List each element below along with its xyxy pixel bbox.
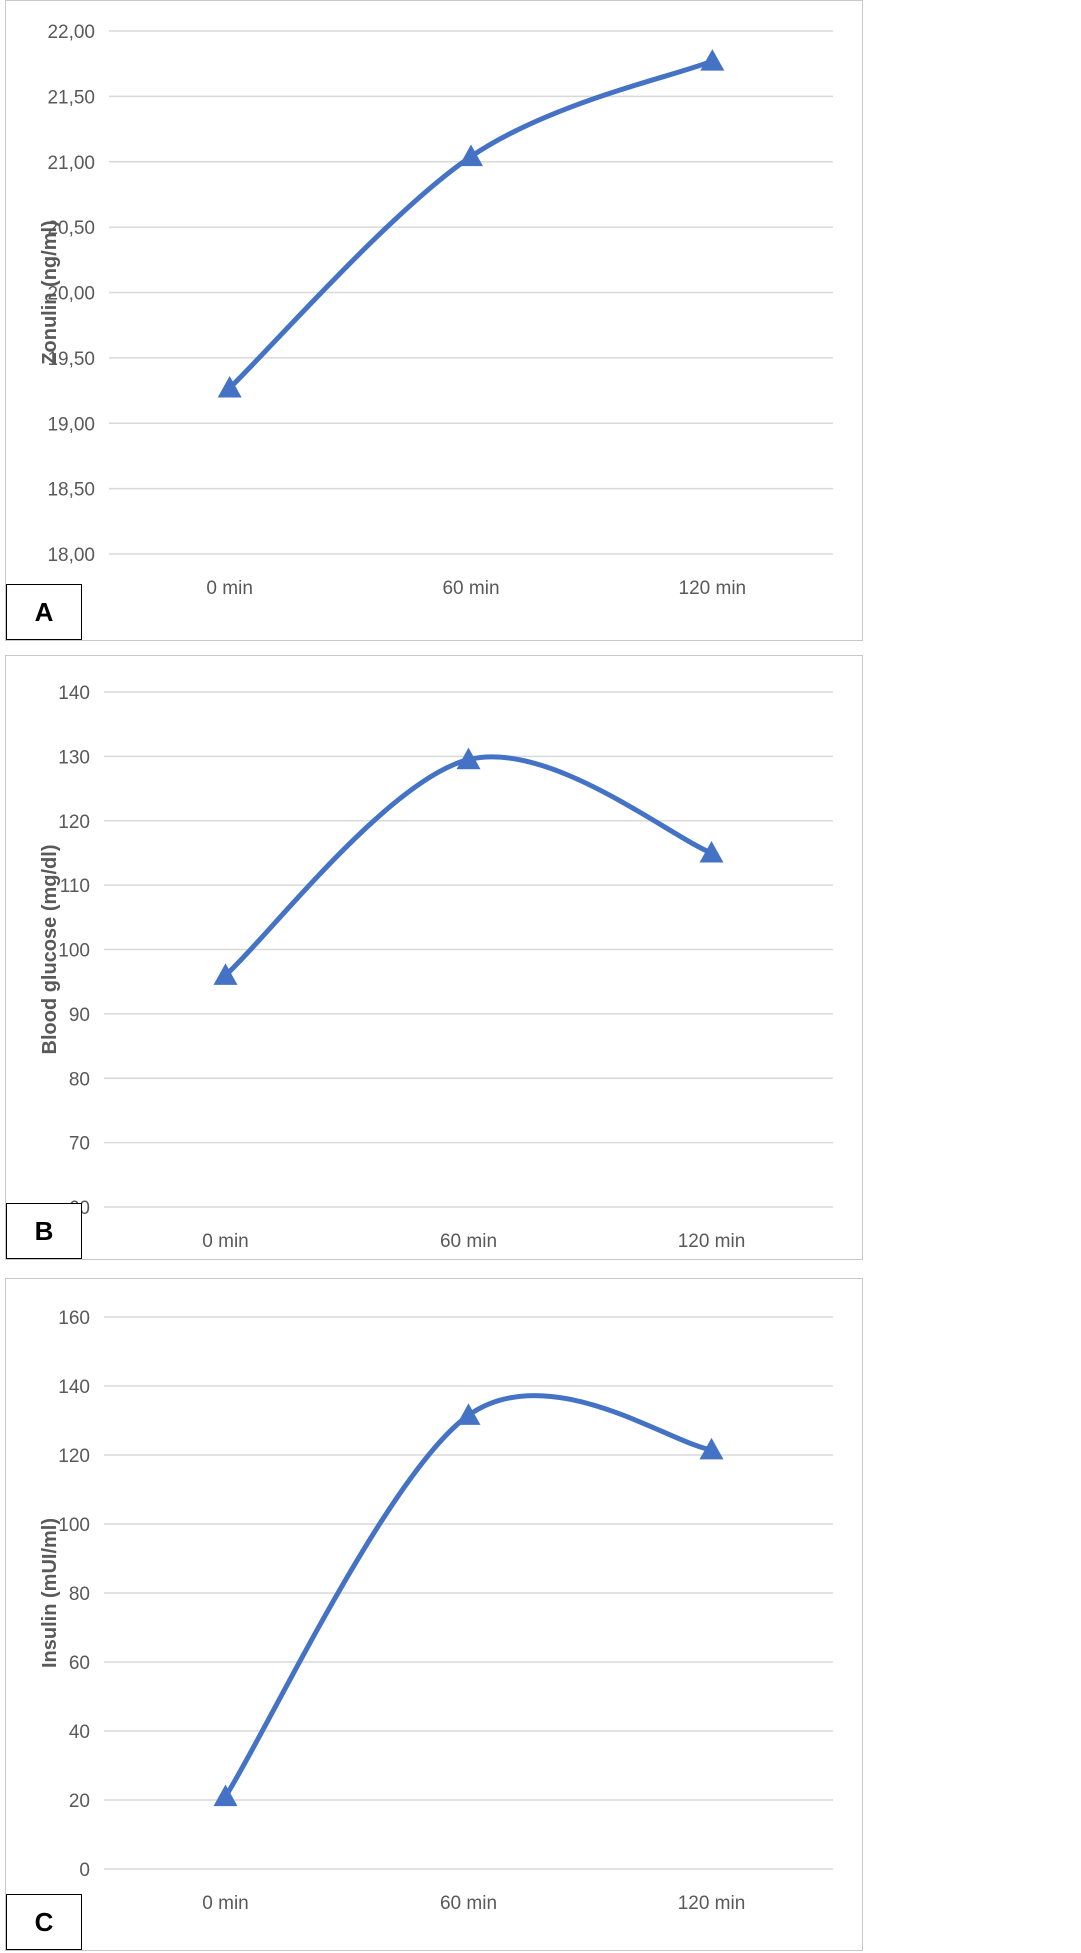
- y-tick-label: 70: [69, 1134, 90, 1155]
- y-tick-label: 40: [69, 1722, 90, 1743]
- panel-letter-c: C: [6, 1894, 82, 1950]
- zonulin-chart: 18,00 18,50 19,00 19,50 20,00 20,50 21,00 21,50…: [39, 22, 833, 599]
- y-tick-label: 140: [58, 1377, 90, 1398]
- y-tick-label: 100: [58, 1515, 90, 1536]
- gridlines: [104, 1316, 833, 1870]
- x-tick-label: 0 min: [202, 1231, 248, 1252]
- x-tick-label: 60 min: [440, 1893, 497, 1914]
- panel-letter-b: B: [6, 1203, 82, 1259]
- y-tick-label: 22,00: [47, 22, 95, 43]
- y-tick-label: 20,00: [47, 284, 95, 305]
- chart-panel-c: 0 20 40 60 80 100 120 140 160 0 min 60 min 120 min I…: [5, 1278, 863, 1951]
- y-axis: 60708090100110120130140: [58, 683, 90, 1219]
- y-tick-label: 20: [69, 1791, 90, 1812]
- y-tick-label: 80: [69, 1584, 90, 1605]
- x-tick-label: 120 min: [678, 1231, 746, 1252]
- data-point-marker: [699, 1437, 724, 1460]
- x-tick-label: 60 min: [442, 578, 499, 599]
- y-tick-label: 140: [58, 683, 90, 704]
- data-point-marker: [700, 49, 725, 71]
- y-tick-label: 120: [58, 812, 90, 833]
- x-tick-label: 0 min: [202, 1893, 248, 1914]
- y-tick-label: 0: [79, 1860, 90, 1881]
- data-point-marker: [213, 1784, 238, 1807]
- y-axis: 18,00 18,50 19,00 19,50 20,00 20,50 21,00 21,50…: [47, 22, 95, 566]
- y-tick-label: 60: [69, 1653, 90, 1674]
- y-tick-label: 110: [60, 876, 90, 897]
- y-tick-label: 160: [58, 1308, 90, 1329]
- series-line: [227, 58, 715, 391]
- gridlines: [104, 691, 833, 1208]
- y-tick-label: 90: [69, 1005, 90, 1026]
- panel-letter-a: A: [6, 584, 82, 640]
- gridlines: [109, 30, 833, 555]
- y-tick-label: 21,50: [47, 87, 95, 108]
- y-axis-title: Zonulin (ng/ml): [39, 220, 61, 364]
- data-point-marker: [459, 144, 483, 167]
- x-tick-label: 60 min: [440, 1231, 497, 1252]
- y-axis-title: Blood glucose (mg/dl): [39, 845, 61, 1055]
- x-tick-label: 120 min: [678, 1893, 746, 1914]
- y-tick-label: 18,50: [47, 480, 95, 501]
- insulin-chart: 0 20 40 60 80 100 120 140 160 0 min 60 min 120 min I…: [39, 1308, 833, 1914]
- data-point-marker: [456, 747, 481, 770]
- y-tick-label: 130: [58, 747, 90, 768]
- y-axis-title: Insulin (mUI/ml): [39, 1518, 61, 1668]
- y-tick-label: 19,50: [47, 349, 95, 370]
- x-tick-label: 0 min: [206, 578, 252, 599]
- y-tick-label: 20,50: [47, 218, 95, 239]
- y-tick-label: 21,00: [47, 153, 95, 174]
- y-tick-label: 100: [58, 941, 90, 962]
- y-tick-label: 19,00: [47, 414, 95, 435]
- x-axis: 0 min 60 min 120 min: [206, 578, 746, 599]
- x-tick-label: 120 min: [679, 578, 747, 599]
- data-point-marker: [699, 840, 724, 863]
- x-axis: 0 min 60 min 120 min: [202, 1231, 745, 1252]
- y-axis: 0 20 40 60 80 100 120 140 160: [58, 1308, 90, 1881]
- series-line: [223, 754, 714, 978]
- y-tick-label: 18,00: [47, 545, 95, 566]
- data-point-marker: [456, 1403, 481, 1425]
- data-point-marker: [213, 963, 238, 985]
- data-point-marker: [217, 375, 242, 398]
- x-axis: 0 min 60 min 120 min: [202, 1893, 745, 1914]
- y-tick-label: 120: [58, 1446, 90, 1467]
- y-tick-label: 80: [69, 1069, 90, 1090]
- chart-panel-a: 18,00 18,50 19,00 19,50 20,00 20,50 21,00 21,50…: [5, 0, 863, 641]
